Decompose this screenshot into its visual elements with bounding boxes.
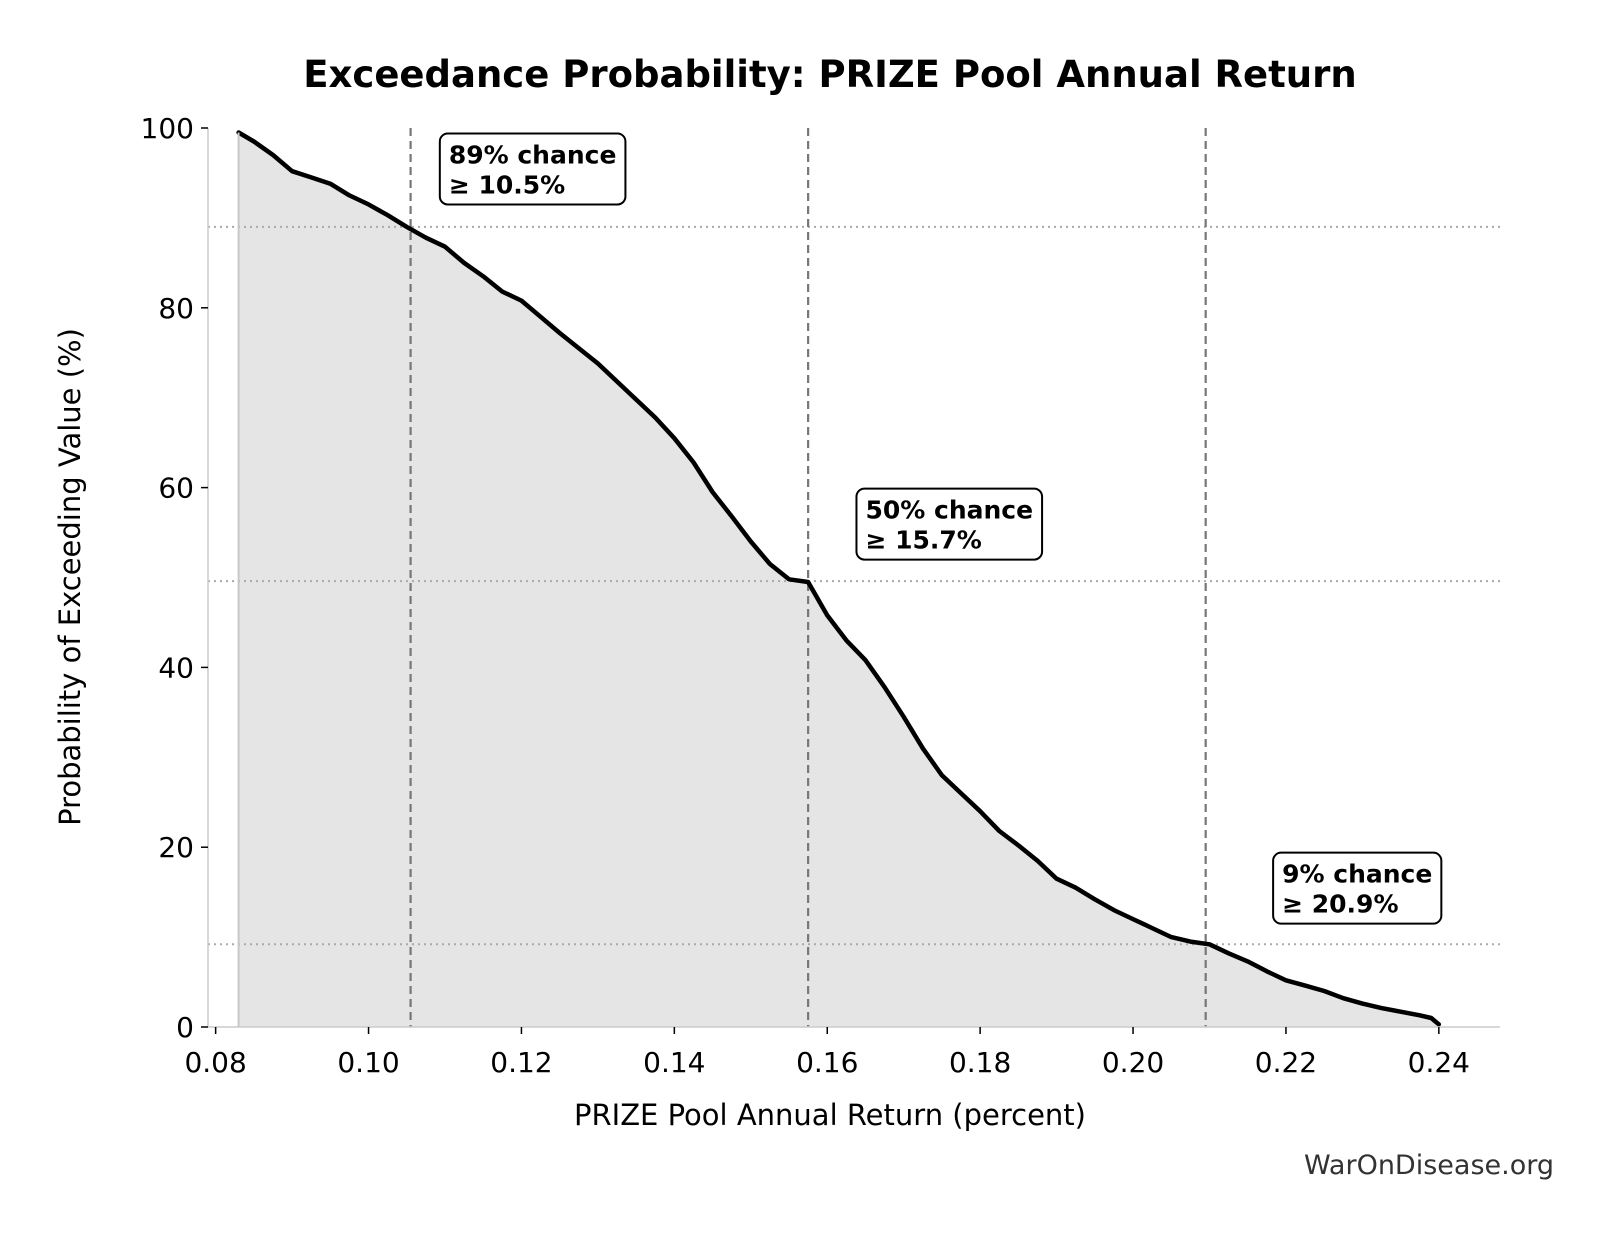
x-axis-ticks: 0.08 0.10 0.12 0.14 0.16 0.18 0.20 0.22 0.24 xyxy=(184,1027,1470,1079)
annotation-box-2: 50% chance≥ 15.7% xyxy=(855,487,1044,561)
y-axis-label: Probability of Exceeding Value (%) xyxy=(53,328,87,826)
x-tick-label: 0.10 xyxy=(337,1046,399,1079)
annotation-line-2: ≥ 10.5% xyxy=(449,170,565,199)
annotation-frame xyxy=(438,132,627,206)
exceedance-curve-line xyxy=(236,130,1442,1027)
y-tick-label: 40 xyxy=(158,651,194,684)
annotation-line-1: 89% chance xyxy=(449,140,617,169)
x-tick-label: 0.14 xyxy=(643,1046,705,1079)
y-tick-label: 0 xyxy=(176,1011,194,1044)
x-axis-label: PRIZE Pool Annual Return (percent) xyxy=(574,1098,1086,1132)
annotation-line-1: 9% chance xyxy=(1282,860,1432,889)
annotation-frame xyxy=(1272,851,1443,925)
x-tick-label: 0.12 xyxy=(490,1046,552,1079)
annotations: 89% chance≥ 10.5% 50% chance≥ 15.7% 9% cha… xyxy=(438,132,1443,925)
y-tick-label: 20 xyxy=(158,831,194,864)
x-tick-label: 0.16 xyxy=(796,1046,858,1079)
exceedance-fill-area xyxy=(238,132,1439,1027)
annotation-line-2: ≥ 20.9% xyxy=(1282,890,1398,919)
annotation-line-1: 50% chance xyxy=(865,496,1033,525)
annotation-frame xyxy=(855,487,1044,561)
annotation-box-3: 9% chance≥ 20.9% xyxy=(1272,851,1443,925)
y-tick-label: 80 xyxy=(158,292,194,325)
credit-text: WarOnDisease.org xyxy=(1304,1150,1554,1181)
annotation-box-1: 89% chance≥ 10.5% xyxy=(438,132,627,206)
y-tick-label: 60 xyxy=(158,472,194,505)
x-tick-label: 0.22 xyxy=(1255,1046,1317,1079)
annotation-line-2: ≥ 15.7% xyxy=(865,526,981,555)
chart-title: Exceedance Probability: PRIZE Pool Annua… xyxy=(303,53,1357,96)
y-tick-label: 100 xyxy=(141,112,194,145)
x-tick-label: 0.18 xyxy=(949,1046,1011,1079)
y-axis-ticks: 0 20 40 60 80 100 xyxy=(141,112,208,1044)
plot-area: 0.08 0.10 0.12 0.14 0.16 0.18 0.20 0.22 0.24 0 20… xyxy=(141,112,1500,1079)
reference-lines xyxy=(208,128,1500,1027)
x-tick-label: 0.24 xyxy=(1408,1046,1470,1079)
x-tick-label: 0.08 xyxy=(184,1046,246,1079)
x-tick-label: 0.20 xyxy=(1102,1046,1164,1079)
axes xyxy=(207,128,1500,1028)
